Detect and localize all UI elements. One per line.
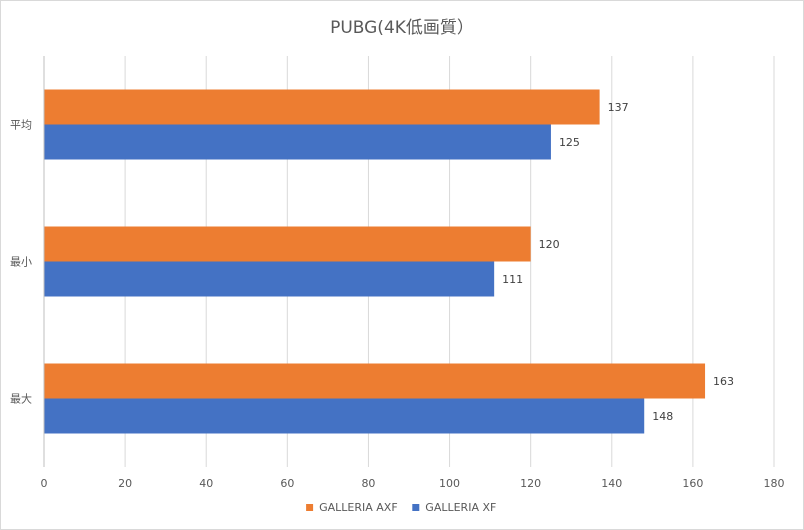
bar-galleria-xf [44, 398, 645, 434]
legend-label: GALLERIA AXF [319, 501, 398, 514]
data-label: 125 [559, 136, 580, 149]
x-tick-label: 0 [41, 477, 48, 490]
data-label: 120 [539, 238, 560, 251]
bar-galleria-axf [44, 226, 531, 262]
legend-swatch [306, 504, 314, 511]
legend-swatch [412, 504, 420, 511]
bar-galleria-axf [44, 363, 706, 399]
x-tick-label: 40 [199, 477, 213, 490]
x-tick-label: 60 [280, 477, 294, 490]
data-label: 111 [502, 273, 523, 286]
x-tick-label: 120 [520, 477, 541, 490]
bar-galleria-xf [44, 124, 551, 160]
x-tick-label: 180 [764, 477, 785, 490]
bar-galleria-axf [44, 89, 600, 125]
category-label: 最大 [10, 392, 32, 406]
legend-label: GALLERIA XF [425, 501, 496, 514]
data-label: 137 [608, 101, 629, 114]
x-tick-label: 20 [118, 477, 132, 490]
x-tick-label: 160 [682, 477, 703, 490]
bar-galleria-xf [44, 261, 495, 297]
legend: GALLERIA AXF GALLERIA XF [306, 501, 496, 514]
data-label: 148 [652, 410, 673, 423]
x-tick-label: 80 [361, 477, 375, 490]
chart-title: PUBG(4K低画質） [330, 18, 474, 38]
category-label: 最小 [10, 256, 32, 269]
x-tick-label: 100 [439, 477, 460, 490]
data-label: 163 [713, 375, 734, 388]
x-tick-label: 140 [601, 477, 622, 490]
category-label: 平均 [10, 119, 32, 132]
data-labels: 137 125 120 111 163 148 [502, 101, 734, 423]
bars [44, 89, 706, 434]
